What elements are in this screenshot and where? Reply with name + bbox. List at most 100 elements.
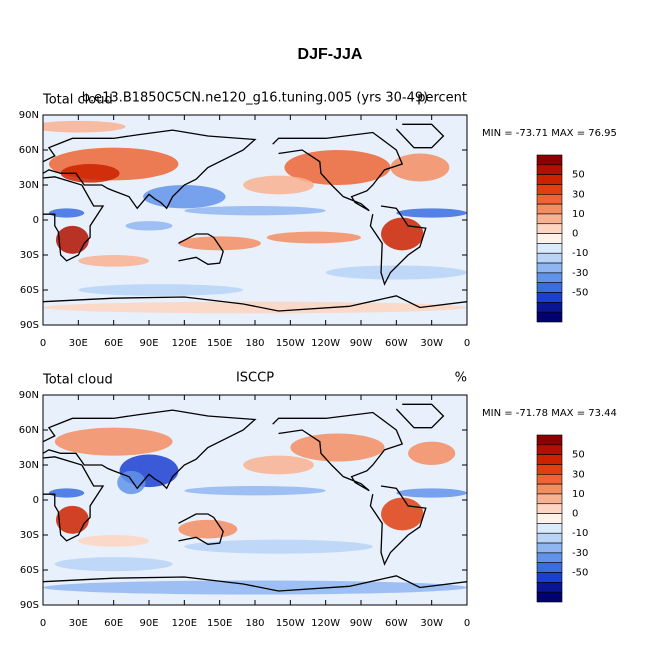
colorbar-box — [536, 174, 563, 185]
lat-label: 30N — [19, 180, 39, 191]
colorbar-label: 10 — [572, 209, 585, 220]
colorbar-label: 50 — [572, 170, 585, 181]
colorbar-box — [536, 552, 563, 564]
field — [55, 225, 89, 254]
stats: MIN = -73.71 MAX = 76.95 — [482, 128, 617, 139]
coastline — [43, 456, 105, 542]
colorbar-box — [536, 523, 563, 534]
panel-right: percent — [417, 91, 467, 106]
lat-label: 90S — [20, 320, 39, 331]
lon-label: 120W — [311, 618, 340, 629]
colorbar-label: 0 — [572, 509, 578, 520]
field — [48, 208, 85, 218]
coastline — [43, 575, 467, 592]
colorbar-box — [536, 464, 563, 475]
lon-label: 60W — [385, 618, 408, 629]
colorbar-box — [536, 184, 563, 195]
lat-label: 90S — [20, 600, 39, 611]
coastline — [395, 123, 445, 149]
field — [54, 557, 173, 572]
field — [125, 221, 173, 231]
coastline — [272, 131, 404, 212]
lon-label: 60E — [104, 618, 123, 629]
colorbar-box — [536, 473, 563, 485]
field — [184, 539, 373, 554]
lat-label: 90N — [19, 110, 39, 121]
colorbar-box — [536, 302, 563, 313]
field — [117, 470, 146, 495]
field — [243, 455, 314, 475]
lon-label: 120W — [311, 338, 340, 349]
lat-label: 30S — [20, 250, 39, 261]
lon-label: 30W — [420, 618, 443, 629]
coastline — [369, 205, 427, 286]
colorbar-box — [536, 203, 563, 215]
lon-label: 90W — [350, 618, 373, 629]
colorbar-label: -50 — [572, 568, 588, 579]
stats: MIN = -71.78 MAX = 73.44 — [482, 408, 617, 419]
colorbar-label: 30 — [572, 189, 585, 200]
lon-label: 150W — [276, 338, 305, 349]
lon-label: 180 — [245, 338, 264, 349]
lat-label: 60S — [20, 565, 39, 576]
colorbar-label: -30 — [572, 548, 588, 559]
panel-center: ISCCP — [236, 371, 274, 386]
coastline — [43, 129, 257, 210]
colorbar-label: 30 — [572, 469, 585, 480]
lat-label: 0 — [33, 215, 39, 226]
colorbar-box — [536, 454, 563, 465]
colorbar-label: -50 — [572, 288, 588, 299]
colorbar-box — [536, 272, 563, 284]
coastline — [272, 411, 404, 492]
colorbar-box — [536, 262, 563, 274]
lat-label: 30N — [19, 460, 39, 471]
figure-title: DJF-JJA — [298, 46, 363, 63]
colorbar-box — [536, 434, 563, 446]
coastline — [369, 485, 427, 566]
lat-label: 0 — [33, 495, 39, 506]
lon-label: 60E — [104, 338, 123, 349]
colorbar-box — [536, 562, 563, 573]
colorbar-box — [536, 572, 563, 583]
colorbar-box — [536, 582, 563, 593]
map — [43, 395, 467, 605]
field — [55, 505, 89, 534]
field — [325, 265, 467, 280]
colorbar-box — [536, 282, 563, 293]
field — [284, 150, 391, 185]
field — [143, 185, 226, 209]
colorbar-box — [536, 503, 563, 514]
colorbar-box — [536, 444, 563, 455]
field — [48, 488, 85, 498]
lon-label: 150E — [207, 338, 232, 349]
colorbar-box — [536, 532, 563, 544]
field — [78, 255, 149, 267]
lat-label: 90N — [19, 390, 39, 401]
colorbar-box — [536, 252, 563, 264]
lon-label: 120E — [172, 338, 197, 349]
lon-label: 90W — [350, 338, 373, 349]
field — [408, 441, 456, 466]
colorbar-label: -30 — [572, 268, 588, 279]
lon-label: 150W — [276, 618, 305, 629]
field — [178, 236, 261, 251]
colorbar-box — [536, 164, 563, 175]
colorbar-box — [536, 513, 563, 524]
colorbar-box — [536, 243, 563, 254]
lon-label: 30W — [420, 338, 443, 349]
field — [381, 217, 424, 251]
field — [390, 153, 450, 182]
coastline — [43, 176, 105, 262]
colorbar-label: 50 — [572, 450, 585, 461]
field — [243, 175, 314, 195]
lon-label: 0 — [40, 338, 46, 349]
lon-label: 150E — [207, 618, 232, 629]
lon-label: 90E — [139, 338, 158, 349]
colorbar-box — [536, 292, 563, 303]
colorbar-box — [536, 542, 563, 554]
colorbar-box — [536, 213, 563, 225]
colorbar-box — [536, 233, 563, 244]
lon-label: 0 — [40, 618, 46, 629]
panel-right: % — [455, 371, 467, 386]
field — [54, 427, 173, 456]
